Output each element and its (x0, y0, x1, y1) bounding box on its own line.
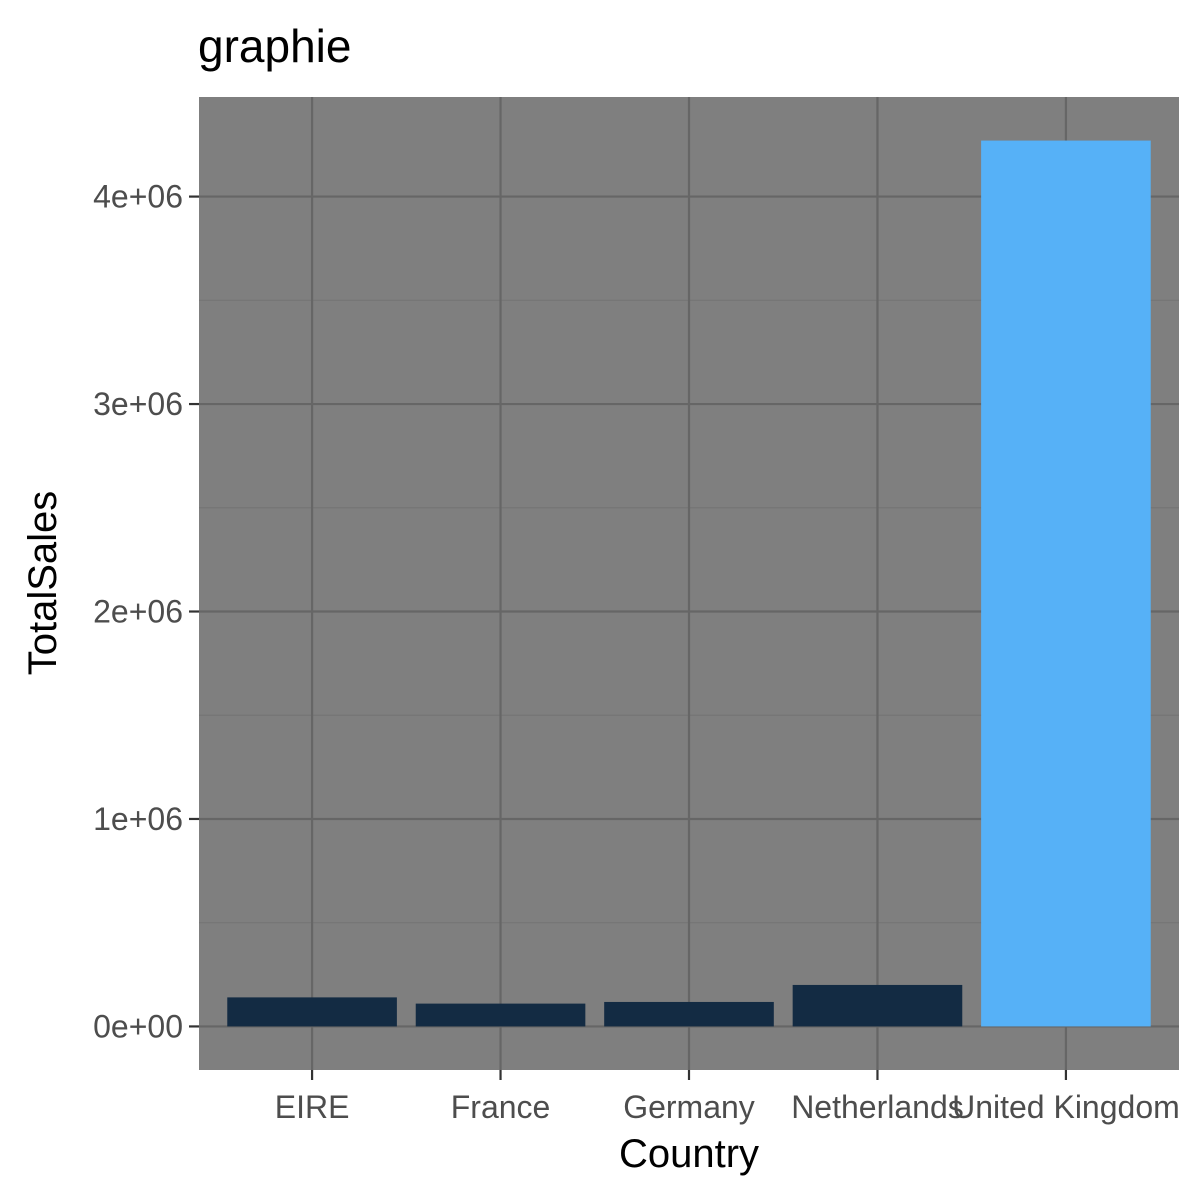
x-tick-label: EIRE (275, 1089, 350, 1125)
bar-netherlands (792, 984, 963, 1027)
x-tick-label: Netherlands (791, 1089, 964, 1125)
bar-germany (604, 1001, 774, 1027)
chart-title: graphie (198, 20, 351, 72)
x-tick-label: France (451, 1089, 551, 1125)
y-tick-label: 4e+06 (93, 179, 183, 215)
y-tick-label: 2e+06 (93, 594, 183, 630)
bar-france (415, 1003, 586, 1027)
y-axis: 0e+00 1e+06 2e+06 3e+06 4e+06 (93, 179, 199, 1044)
x-tick-label: Germany (623, 1089, 755, 1125)
x-axis-title: Country (619, 1132, 759, 1176)
y-tick-label: 0e+00 (93, 1008, 183, 1044)
bar-eire (227, 997, 397, 1027)
y-axis-title: TotalSales (21, 491, 65, 676)
bars (227, 140, 1151, 1027)
x-tick-label: United Kingdom (952, 1089, 1180, 1125)
y-tick-label: 3e+06 (93, 386, 183, 422)
bar-united-kingdom (981, 140, 1151, 1027)
y-tick-label: 1e+06 (93, 801, 183, 837)
